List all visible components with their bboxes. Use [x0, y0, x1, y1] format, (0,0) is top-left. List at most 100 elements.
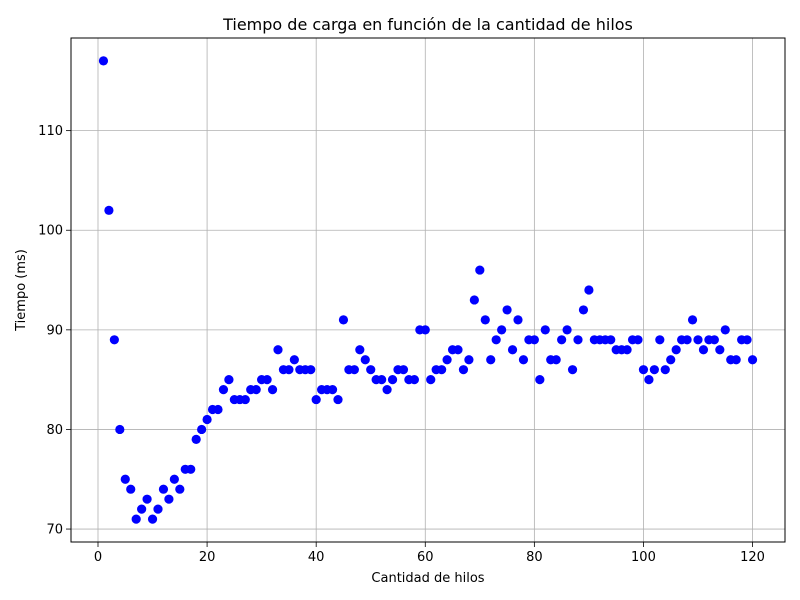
data-point	[687, 315, 698, 325]
data-point	[437, 365, 447, 375]
data-point	[131, 514, 141, 524]
data-point	[557, 335, 567, 345]
data-point	[693, 335, 703, 345]
data-point	[518, 355, 529, 365]
data-point	[535, 375, 545, 385]
data-point	[633, 335, 643, 345]
y-tick-label: 90	[46, 323, 63, 338]
data-point	[240, 394, 250, 405]
data-point	[578, 305, 589, 315]
data-point	[567, 365, 578, 375]
data-point	[698, 345, 709, 355]
data-point	[655, 335, 665, 345]
data-point	[137, 504, 147, 514]
x-tick-label: 60	[417, 550, 434, 565]
data-point	[213, 404, 223, 415]
data-point	[366, 365, 376, 375]
data-point	[382, 385, 392, 395]
x-tick-label: 20	[199, 550, 216, 565]
data-point	[502, 305, 512, 315]
data-point	[186, 464, 196, 474]
x-tick-label: 40	[308, 550, 325, 565]
data-point	[142, 494, 152, 504]
data-point	[622, 345, 632, 355]
data-point	[720, 325, 730, 335]
data-point	[273, 345, 283, 355]
data-point	[218, 385, 229, 395]
data-point	[120, 474, 130, 484]
data-point	[420, 325, 430, 335]
data-point	[306, 365, 316, 375]
data-point	[540, 325, 550, 335]
y-tick-label: 110	[38, 124, 63, 139]
data-point	[164, 494, 174, 504]
data-point	[377, 375, 387, 385]
data-point	[606, 335, 616, 345]
data-point	[147, 514, 158, 524]
data-point	[158, 484, 169, 494]
chart-title: Tiempo de carga en función de la cantida…	[222, 15, 633, 34]
data-point	[191, 434, 201, 445]
data-point	[442, 355, 452, 365]
data-point	[475, 265, 485, 275]
data-point	[426, 375, 436, 385]
data-point	[175, 484, 185, 494]
data-point	[360, 355, 370, 365]
grid-lines	[71, 38, 785, 542]
x-axis-label: Cantidad de hilos	[371, 571, 484, 586]
data-point	[660, 365, 670, 375]
plot-frame	[70, 37, 786, 543]
data-point	[529, 335, 539, 345]
data-point	[747, 355, 758, 365]
data-point	[355, 345, 365, 355]
data-point	[649, 365, 659, 375]
data-point	[333, 394, 343, 405]
data-point	[169, 474, 179, 484]
data-point	[464, 355, 474, 365]
data-point	[715, 345, 725, 355]
data-point	[338, 315, 349, 325]
data-point	[202, 414, 212, 425]
data-point	[197, 424, 207, 435]
data-point	[709, 335, 719, 345]
y-tick-label: 80	[46, 423, 63, 438]
data-point	[327, 385, 338, 395]
data-point	[409, 375, 419, 385]
data-point	[289, 355, 299, 365]
y-tick-label: 100	[38, 224, 63, 239]
data-point	[551, 355, 561, 365]
data-point	[469, 295, 479, 305]
data-point	[682, 335, 692, 345]
data-point	[742, 335, 752, 345]
data-point	[262, 375, 272, 385]
data-point	[671, 345, 681, 355]
data-point	[115, 424, 125, 435]
y-axis-label: Tiempo (ms)	[14, 249, 29, 332]
data-point	[584, 285, 594, 295]
data-point	[126, 484, 136, 494]
data-point	[486, 355, 496, 365]
x-tick-label: 120	[740, 550, 765, 565]
data-point	[562, 325, 572, 335]
data-point	[267, 385, 278, 395]
data-point	[497, 325, 507, 335]
data-point	[224, 375, 234, 385]
data-point	[98, 56, 109, 66]
data-point	[458, 365, 469, 375]
data-point	[573, 335, 583, 345]
data-point	[666, 355, 676, 365]
data-point	[251, 385, 261, 395]
data-points	[98, 56, 758, 524]
data-point	[507, 345, 518, 355]
data-point	[311, 394, 321, 405]
data-point	[284, 365, 294, 375]
data-point	[638, 365, 649, 375]
x-tick-label: 100	[631, 550, 656, 565]
data-point	[398, 365, 409, 375]
y-tick-label: 70	[46, 523, 63, 538]
data-point	[387, 375, 398, 385]
data-point	[513, 315, 523, 325]
data-point	[491, 335, 501, 345]
